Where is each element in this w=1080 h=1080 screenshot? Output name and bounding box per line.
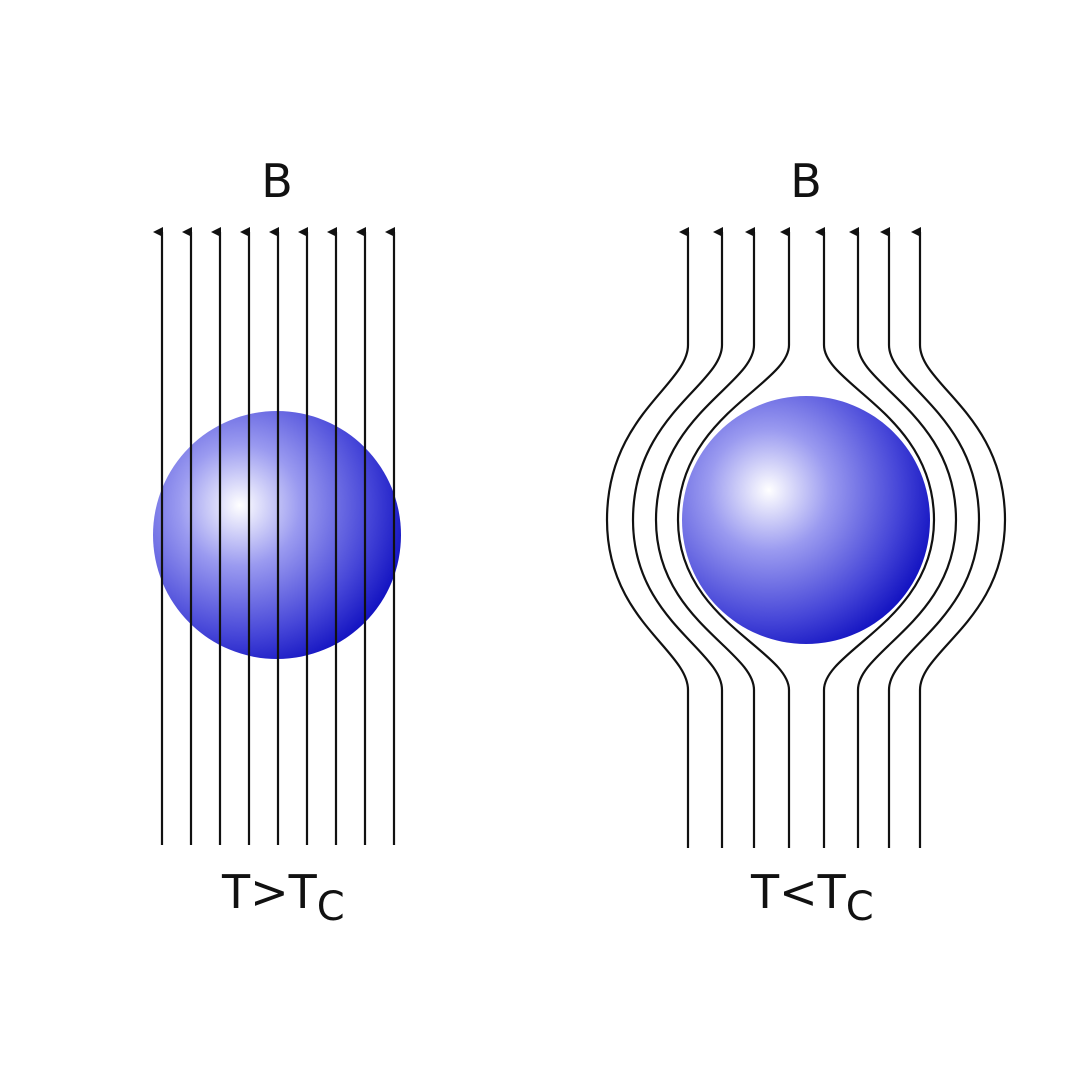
left-field-label: B [261, 154, 293, 208]
right-field-line-1 [605, 227, 690, 848]
left-condition-sub: C [317, 884, 345, 930]
right-field-line-8 [911, 227, 1007, 848]
left-panel: B T>TC [153, 154, 401, 930]
left-condition-label: T>TC [221, 865, 345, 930]
right-field-line-2 [631, 227, 724, 848]
right-field-line-4 [676, 227, 791, 848]
right-field-label: B [790, 154, 822, 208]
right-sphere [682, 396, 930, 644]
right-field-lines [605, 227, 1007, 848]
right-field-line-7 [880, 227, 981, 848]
right-field-line-5 [815, 227, 936, 848]
left-condition-main: T>T [221, 865, 318, 919]
left-field-lines [153, 227, 396, 845]
right-condition-main: T<T [750, 865, 847, 919]
right-panel: B T<TC [605, 154, 1007, 930]
right-condition-sub: C [846, 884, 874, 930]
right-condition-label: T<TC [750, 865, 874, 930]
right-field-line-3 [654, 227, 756, 848]
right-field-line-6 [849, 227, 958, 848]
